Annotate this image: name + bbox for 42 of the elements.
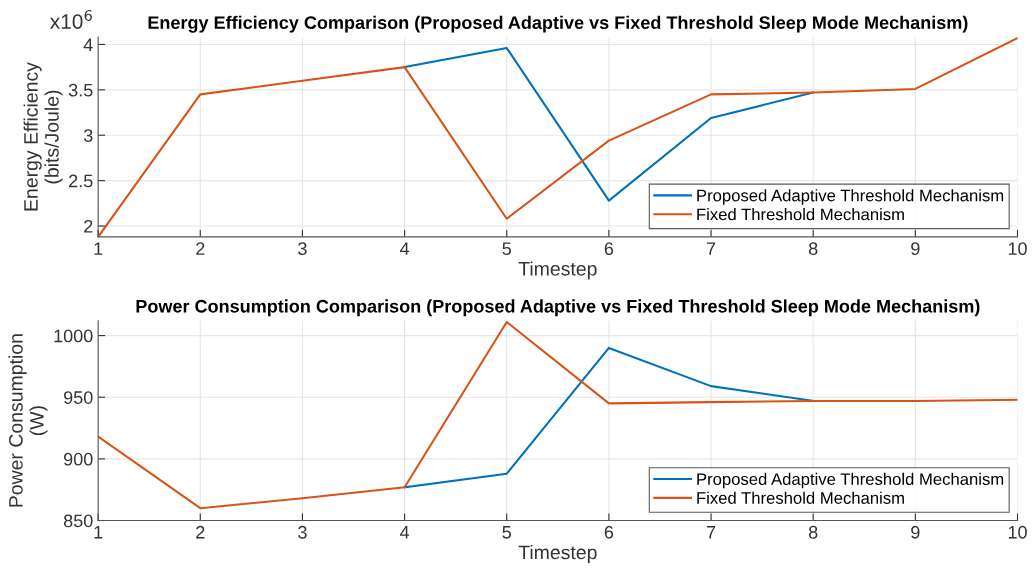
chart-title: Power Consumption Comparison (Proposed Adaptive vs Fixed Threshold Sleep Mode Mechanism) (136, 299, 980, 317)
x-tick-label: 1 (94, 526, 103, 539)
x-tick-label: 5 (502, 526, 512, 539)
x-tick-label: 7 (706, 526, 716, 539)
x-tick-label: 5 (502, 242, 512, 256)
y-tick-label: 950 (64, 391, 93, 404)
y-tick-label: 1000 (54, 329, 93, 343)
x-tick-label: 10 (1008, 525, 1027, 539)
x-tick-label: 2 (196, 242, 205, 255)
x-tick-label: 4 (399, 526, 410, 539)
y-tick-label: 900 (64, 452, 93, 466)
x-tick-label: 9 (911, 242, 920, 256)
y-tick-label: 3.5 (68, 83, 93, 97)
x-tick-label: 6 (604, 525, 614, 539)
y-tick-label: 4 (83, 38, 93, 51)
line-series (98, 37, 1018, 237)
line-series (98, 320, 1018, 510)
legend-label: Proposed Adaptive Threshold Mechanism (697, 472, 1004, 489)
x-tick-label: 9 (911, 525, 920, 539)
y-tick-label: 2.5 (69, 174, 93, 188)
chart-title: Energy Efficiency Comparison (Proposed Adaptive vs Fixed Threshold Sleep Mode Mechanism) (148, 15, 968, 33)
x-axis-title: Timestep (518, 261, 597, 280)
x-tick-label: 2 (196, 525, 205, 539)
x-tick-label: 7 (706, 242, 716, 255)
x-axis-title: Timestep (518, 544, 597, 564)
text: x10$^{6}$ (50, 9, 92, 29)
legend-label: Proposed Adaptive Threshold Mechanism (697, 189, 1004, 205)
x-tick-label: 8 (808, 242, 818, 256)
y-tick-label: 850 (63, 514, 93, 528)
y-axis-title: Energy Efficiency (bits/Joule) (23, 62, 63, 211)
x-tick-label: 4 (399, 242, 410, 255)
x-tick-label: 10 (1008, 242, 1027, 256)
x-tick-label: 6 (604, 242, 614, 256)
x-tick-label: 3 (298, 525, 307, 539)
x-tick-label: 3 (298, 242, 307, 256)
x-tick-label: 8 (808, 525, 818, 539)
legend-label: Fixed Threshold Mechanism (697, 491, 904, 504)
y-tick-label: 3 (83, 129, 93, 142)
legend-label: Fixed Threshold Mechanism (697, 208, 904, 221)
y-axis-title: Power Consumption (W) (8, 334, 48, 507)
x-tick-label: 1 (94, 242, 103, 255)
y-tick-label: 2 (84, 219, 93, 233)
